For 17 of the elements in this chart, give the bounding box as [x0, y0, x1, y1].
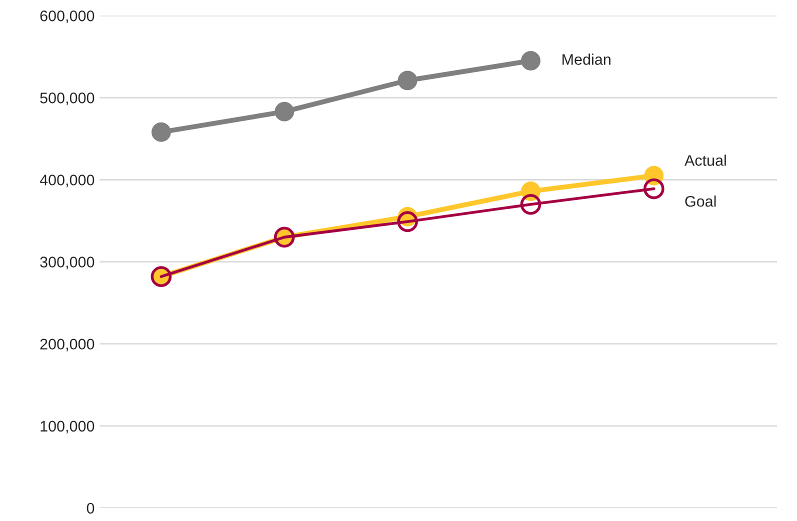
point	[521, 51, 540, 70]
point	[151, 122, 171, 142]
point	[274, 102, 294, 122]
y-tick-label: 100,000	[40, 420, 94, 434]
point	[520, 194, 542, 215]
point	[397, 211, 418, 232]
series-label: Actual	[684, 154, 726, 166]
y-tick-label: 400,000	[40, 174, 94, 188]
point	[643, 178, 664, 200]
series-label: Goal	[685, 196, 716, 207]
y-tick-label: 0	[86, 502, 94, 514]
y-tick-label: 300,000	[40, 256, 94, 270]
point	[398, 70, 418, 90]
y-tick-label: 600,000	[40, 10, 94, 24]
series-label: Median	[562, 54, 610, 65]
y-tick-label: 500,000	[40, 92, 94, 106]
y-tick-label: 200,000	[40, 338, 94, 352]
